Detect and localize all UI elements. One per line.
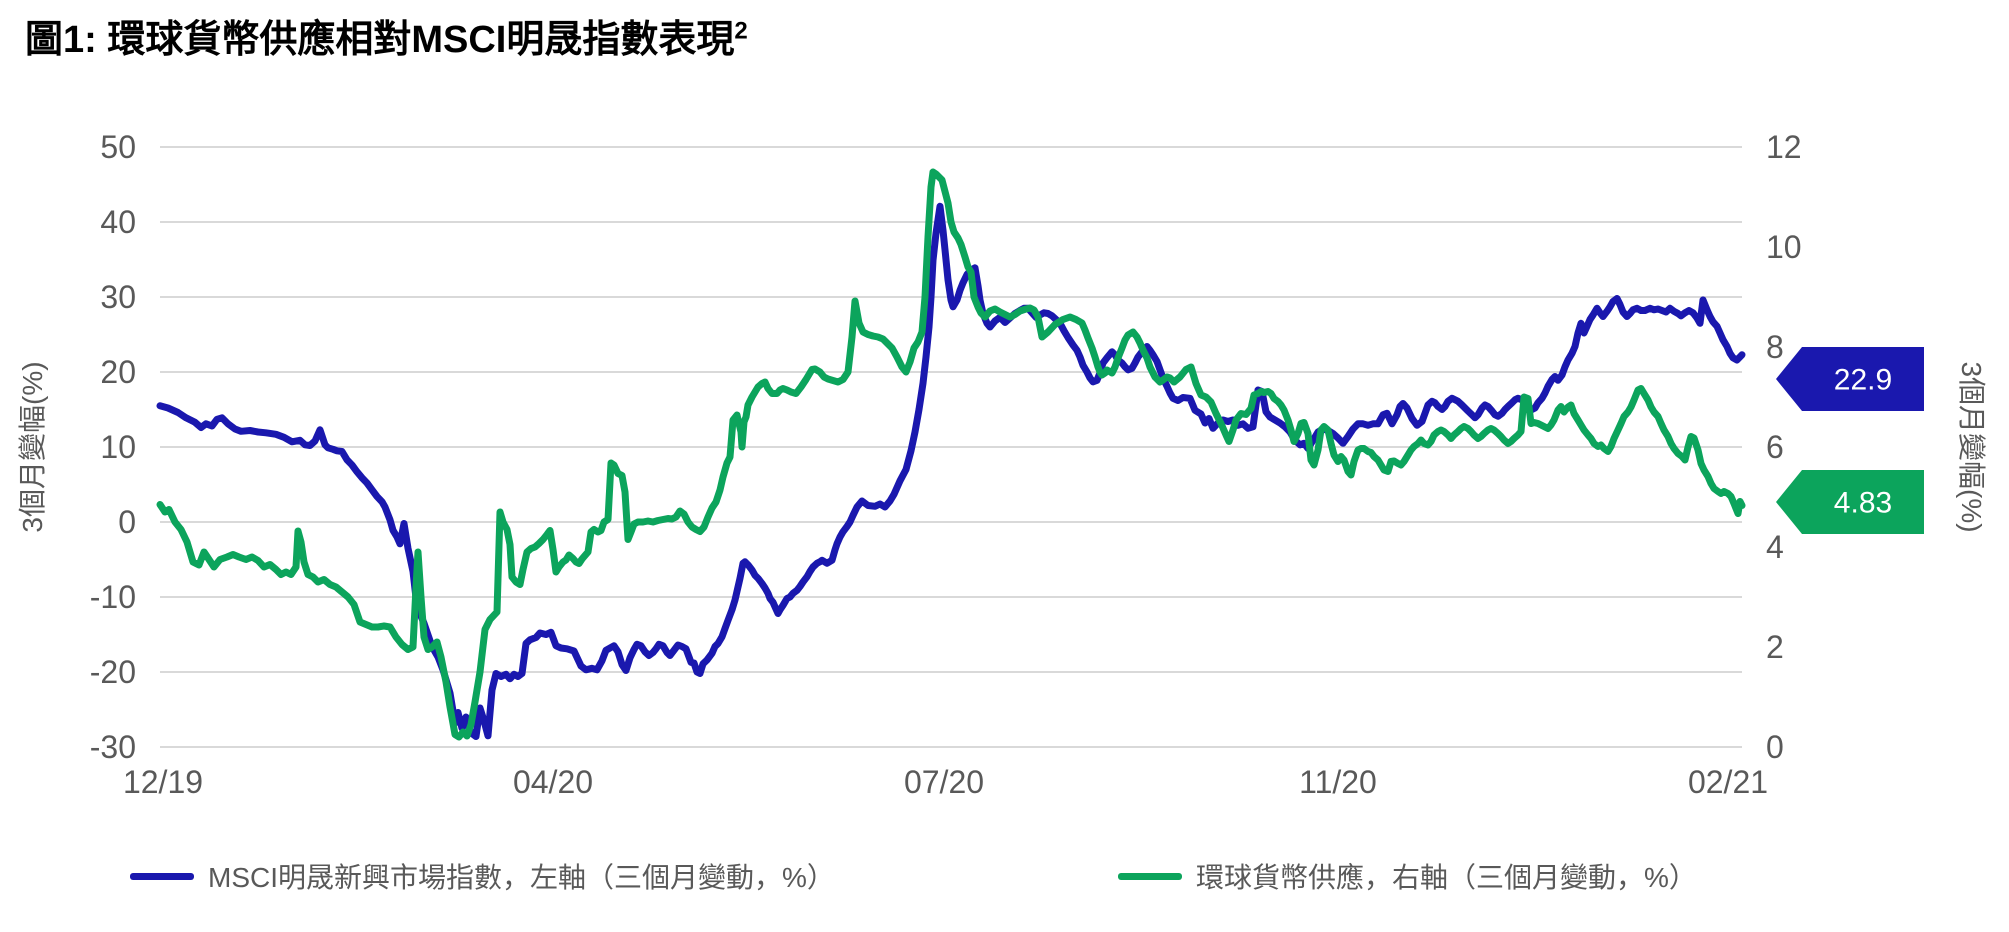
money-supply-line-swatch <box>1118 872 1182 880</box>
chart-title: 圖1: 環球貨幣供應相對MSCI明晟指數表現2 <box>25 8 748 63</box>
right-axis-tick-8: 8 <box>1766 329 1784 365</box>
left-axis-tick-50: 50 <box>100 129 136 165</box>
x-axis-tick-11/20: 11/20 <box>1299 764 1377 800</box>
legend-label-msci: MSCI明晟新興市場指數，左軸（三個月變動，%） <box>208 862 835 893</box>
money-supply-value-callout <box>1776 470 1924 534</box>
x-axis-tick-12/19: 12/19 <box>123 764 203 800</box>
legend: MSCI明晟新興市場指數，左軸（三個月變動，%） 環球貨幣供應，右軸（三個月變動… <box>0 856 2009 904</box>
left-axis-tick-10: 10 <box>100 429 136 465</box>
right-axis-tick-0: 0 <box>1766 729 1784 765</box>
left-axis-tick-0: 0 <box>118 504 136 540</box>
msci-value-callout <box>1776 347 1924 411</box>
right-axis-tick-10: 10 <box>1766 229 1802 265</box>
right-axis-tick-6: 6 <box>1766 429 1784 465</box>
chart-title-text: 圖1: 環球貨幣供應相對MSCI明晟指數表現 <box>25 19 735 61</box>
legend-item-money-supply: 環球貨幣供應，右軸（三個月變動，%） <box>1118 856 1697 896</box>
x-axis-tick-04/20: 04/20 <box>513 764 593 800</box>
left-axis-tick-30: 30 <box>100 279 136 315</box>
legend-item-msci: MSCI明晟新興市場指數，左軸（三個月變動，%） <box>130 856 835 896</box>
chart-title-footnote-marker: 2 <box>734 17 748 45</box>
right-axis-title: 3個月變幅(%) <box>1956 361 1987 532</box>
right-axis-tick-4: 4 <box>1766 529 1784 565</box>
left-axis-tick--20: -20 <box>90 654 136 690</box>
left-axis-tick-20: 20 <box>100 354 136 390</box>
x-axis-tick-07/20: 07/20 <box>904 764 984 800</box>
legend-label-money-supply: 環球貨幣供應，右軸（三個月變動，%） <box>1196 862 1697 893</box>
x-axis-tick-02/21: 02/21 <box>1688 764 1768 800</box>
left-axis-tick--10: -10 <box>90 579 136 615</box>
msci-line <box>156 202 1746 740</box>
left-axis-tick--30: -30 <box>90 729 136 765</box>
left-axis-title: 3個月變幅(%) <box>17 361 48 532</box>
right-axis-tick-2: 2 <box>1766 629 1784 665</box>
msci-line-swatch <box>130 872 194 880</box>
money-supply-value-callout-label: 4.83 <box>1834 487 1892 520</box>
left-axis-tick-40: 40 <box>100 204 136 240</box>
money-supply-line <box>156 168 1746 741</box>
msci-value-callout-label: 22.9 <box>1834 364 1892 397</box>
right-axis-tick-12: 12 <box>1766 129 1802 165</box>
